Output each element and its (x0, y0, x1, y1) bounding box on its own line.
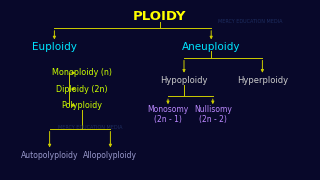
Text: Aneuploidy: Aneuploidy (182, 42, 240, 52)
Text: Euploidy: Euploidy (32, 42, 77, 52)
Text: Hypoploidy: Hypoploidy (160, 76, 208, 85)
Text: Allopolyploidy: Allopolyploidy (84, 151, 137, 160)
Text: Monoploidy (n): Monoploidy (n) (52, 68, 112, 77)
Text: Monosomy
(2n - 1): Monosomy (2n - 1) (148, 105, 188, 124)
Text: Hyperploidy: Hyperploidy (237, 76, 288, 85)
Text: Nullisomy
(2n - 2): Nullisomy (2n - 2) (194, 105, 232, 124)
Text: PLOIDY: PLOIDY (133, 10, 187, 23)
Text: Diploidy (2n): Diploidy (2n) (56, 85, 108, 94)
Text: Autopolyploidy: Autopolyploidy (21, 151, 78, 160)
Text: Polyploidy: Polyploidy (61, 101, 102, 110)
Text: MERCY EDUCATION MEDIA: MERCY EDUCATION MEDIA (58, 125, 122, 130)
Text: MERCY EDUCATION MEDIA: MERCY EDUCATION MEDIA (218, 19, 282, 24)
